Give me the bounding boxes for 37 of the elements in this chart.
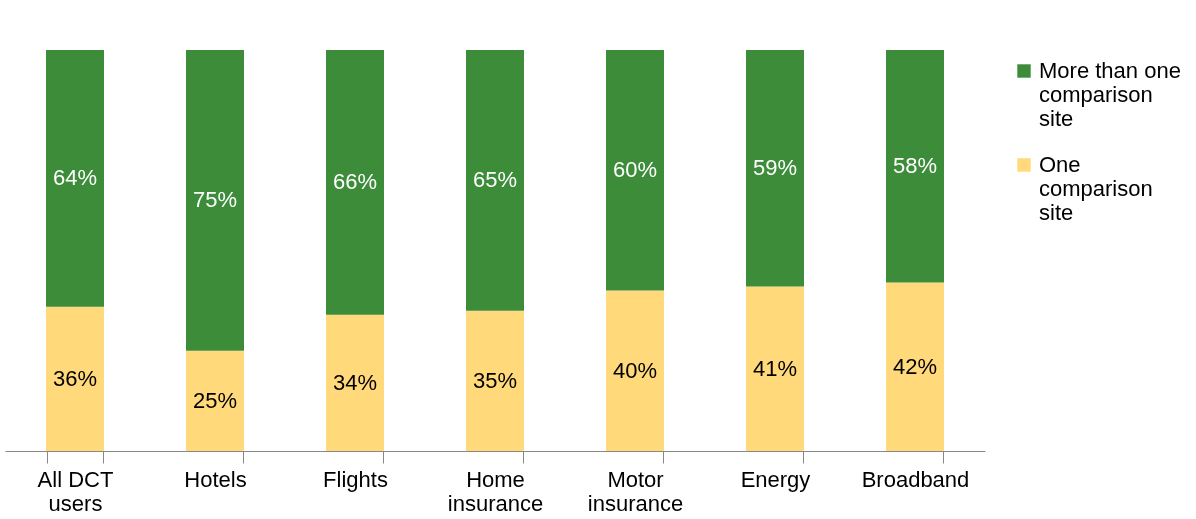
data-label: 75%	[192, 187, 238, 213]
x-tick-label: Energy	[740, 466, 811, 492]
bar	[746, 50, 804, 287]
data-label: 58%	[892, 153, 938, 179]
data-label: 35%	[472, 367, 518, 393]
x-tick-label: Hotels	[184, 466, 247, 492]
data-label: 36%	[52, 365, 98, 391]
data-label: 64%	[52, 165, 98, 191]
x-tick-label: Flights	[323, 466, 388, 492]
bar	[746, 286, 804, 451]
bar	[46, 50, 104, 307]
x-tick-label: Motor insurance	[587, 466, 684, 516]
data-label: 40%	[612, 357, 658, 383]
bar	[886, 50, 944, 283]
data-label: 66%	[332, 169, 378, 195]
data-label: 60%	[612, 157, 658, 183]
bar	[606, 50, 664, 291]
bar	[326, 50, 384, 315]
data-label: 65%	[472, 167, 518, 193]
x-tick-label: Home insurance	[447, 466, 544, 516]
bar	[186, 350, 244, 451]
bar	[466, 310, 524, 451]
legend-label: One comparison site	[1039, 152, 1153, 225]
bar	[466, 50, 524, 311]
bar	[606, 290, 664, 451]
x-tick-label: All DCT users	[37, 466, 114, 516]
data-label: 42%	[892, 353, 938, 379]
data-label: 59%	[752, 155, 798, 181]
bar	[886, 282, 944, 451]
data-label: 25%	[192, 387, 238, 413]
data-label: 34%	[332, 369, 378, 395]
x-tick-label: Broadband	[861, 466, 970, 492]
legend-label: More than one comparison site	[1039, 58, 1181, 131]
bar	[326, 314, 384, 451]
bar	[46, 306, 104, 451]
data-label: 41%	[752, 355, 798, 381]
bar	[186, 50, 244, 351]
